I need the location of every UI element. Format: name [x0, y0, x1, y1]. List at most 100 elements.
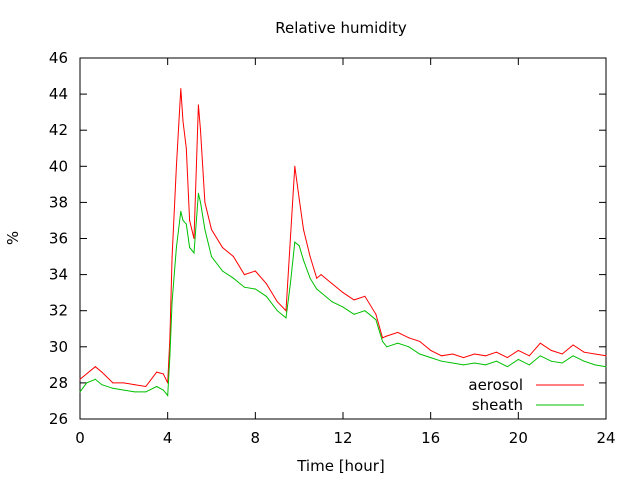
- axis-ticks: 0 4 8 12 16 20 24 26 28 30 32 34 36 38 40 42 44 46: [49, 49, 616, 447]
- data-point-sheath: [182, 219, 184, 221]
- data-point-sheath: [364, 310, 366, 312]
- data-point-sheath: [342, 306, 344, 308]
- data-point-sheath: [298, 245, 300, 247]
- data-point-sheath: [193, 252, 195, 254]
- x-axis-label: Time [hour]: [296, 457, 385, 475]
- data-point-sheath: [605, 366, 607, 368]
- data-point-aerosol: [185, 147, 187, 149]
- data-point-aerosol: [452, 353, 454, 355]
- data-point-sheath: [221, 270, 223, 272]
- data-point-aerosol: [265, 283, 267, 285]
- y-tick-label: 44: [49, 85, 68, 103]
- data-point-aerosol: [484, 355, 486, 357]
- y-tick-label: 36: [49, 230, 68, 248]
- legend-label-aerosol: aerosol: [468, 376, 523, 394]
- data-point-sheath: [101, 384, 103, 386]
- data-point-aerosol: [134, 384, 136, 386]
- data-point-sheath: [353, 313, 355, 315]
- data-point-aerosol: [331, 283, 333, 285]
- data-point-sheath: [441, 360, 443, 362]
- data-point-aerosol: [309, 256, 311, 258]
- y-axis-label: %: [4, 231, 22, 245]
- data-point-sheath: [79, 391, 81, 393]
- data-point-sheath: [375, 319, 377, 321]
- data-point-aerosol: [79, 378, 81, 380]
- x-tick-label: 24: [596, 429, 615, 447]
- data-point-sheath: [517, 358, 519, 360]
- data-point-sheath: [561, 362, 563, 364]
- data-point-aerosol: [397, 331, 399, 333]
- data-point-sheath: [145, 391, 147, 393]
- data-point-sheath: [539, 355, 541, 357]
- data-point-sheath: [171, 301, 173, 303]
- data-point-aerosol: [381, 337, 383, 339]
- data-point-sheath: [243, 286, 245, 288]
- data-point-sheath: [232, 277, 234, 279]
- data-point-sheath: [180, 210, 182, 212]
- data-point-sheath: [265, 295, 267, 297]
- data-point-aerosol: [94, 366, 96, 368]
- data-point-sheath: [320, 292, 322, 294]
- data-point-aerosol: [364, 295, 366, 297]
- data-point-aerosol: [294, 165, 296, 167]
- data-point-aerosol: [517, 349, 519, 351]
- data-point-sheath: [386, 346, 388, 348]
- data-point-aerosol: [101, 371, 103, 373]
- data-point-sheath: [175, 247, 177, 249]
- data-point-aerosol: [200, 129, 202, 131]
- data-point-sheath: [276, 310, 278, 312]
- data-point-aerosol: [506, 357, 508, 359]
- data-point-sheath: [474, 362, 475, 364]
- data-point-sheath: [197, 192, 199, 194]
- data-point-aerosol: [197, 104, 199, 106]
- x-tick-label: 12: [333, 429, 352, 447]
- data-point-sheath: [495, 360, 497, 362]
- legend-label-sheath: sheath: [472, 396, 523, 414]
- y-tick-label: 42: [49, 121, 68, 139]
- data-point-aerosol: [474, 353, 475, 355]
- data-point-aerosol: [419, 340, 421, 342]
- data-point-aerosol: [276, 301, 278, 303]
- data-point-aerosol: [145, 386, 147, 388]
- data-point-aerosol: [175, 165, 177, 167]
- data-point-sheath: [316, 288, 318, 290]
- data-point-sheath: [463, 364, 465, 366]
- data-point-aerosol: [156, 371, 158, 373]
- data-point-aerosol: [408, 337, 410, 339]
- data-point-sheath: [204, 228, 206, 230]
- data-point-sheath: [185, 223, 187, 225]
- data-point-aerosol: [289, 238, 291, 239]
- data-point-sheath: [331, 301, 333, 303]
- data-point-aerosol: [316, 277, 318, 279]
- data-point-aerosol: [528, 355, 530, 357]
- data-point-sheath: [94, 378, 96, 380]
- data-point-aerosol: [495, 351, 497, 353]
- legend: aerosol sheath: [468, 376, 584, 414]
- data-point-sheath: [430, 357, 432, 359]
- y-tick-label: 28: [49, 374, 68, 392]
- data-point-sheath: [285, 317, 287, 319]
- data-point-sheath: [86, 382, 88, 384]
- data-point-aerosol: [211, 228, 212, 230]
- data-point-aerosol: [254, 270, 256, 272]
- data-point-sheath: [309, 277, 311, 279]
- data-point-aerosol: [353, 299, 355, 301]
- chart-title: Relative humidity: [275, 19, 407, 37]
- data-point-aerosol: [303, 228, 305, 230]
- data-point-aerosol: [298, 198, 300, 200]
- series-lines: [79, 88, 607, 397]
- data-point-sheath: [506, 366, 508, 368]
- x-tick-label: 8: [251, 429, 261, 447]
- data-point-sheath: [162, 389, 164, 391]
- data-point-aerosol: [112, 382, 114, 384]
- y-tick-label: 46: [49, 49, 68, 67]
- data-point-aerosol: [182, 120, 184, 122]
- data-point-sheath: [572, 355, 574, 357]
- series-line-sheath: [79, 193, 607, 397]
- y-tick-label: 26: [49, 410, 68, 428]
- data-point-sheath: [419, 353, 421, 355]
- y-tick-label: 32: [49, 302, 68, 320]
- data-point-aerosol: [550, 349, 552, 351]
- x-tick-label: 16: [421, 429, 440, 447]
